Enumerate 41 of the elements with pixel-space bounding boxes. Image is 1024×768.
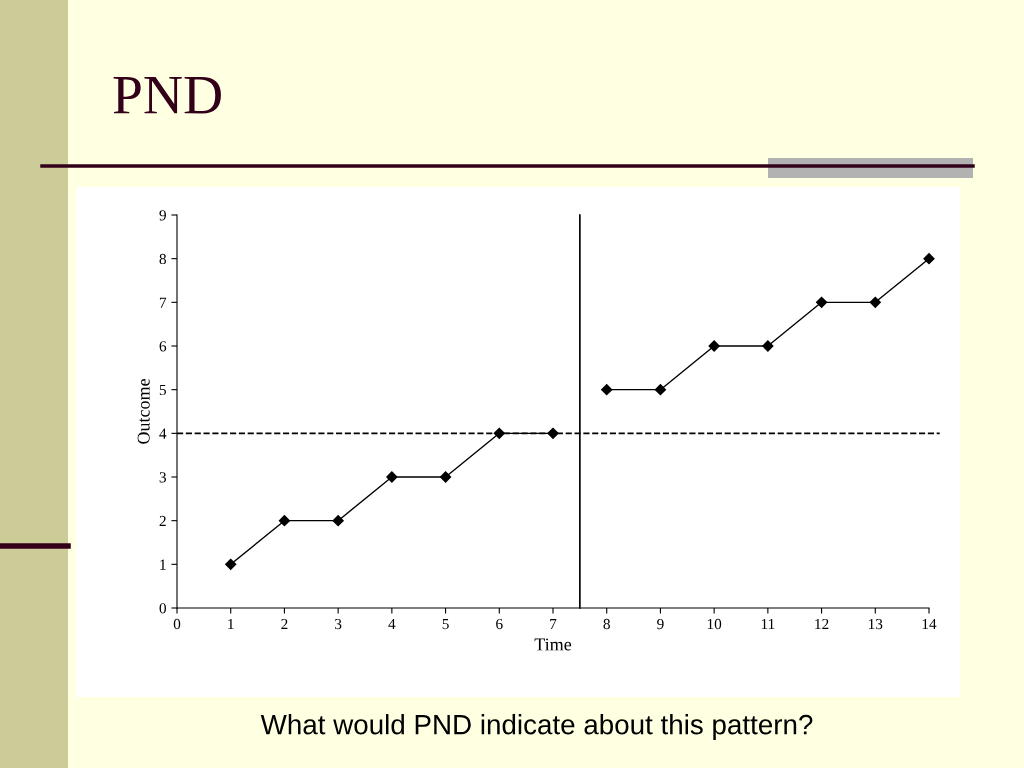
y-tick-label: 8 — [159, 253, 166, 265]
x-tick-label: 2 — [281, 618, 288, 630]
point — [815, 296, 828, 308]
point — [439, 471, 452, 483]
x-tick-label: 1 — [228, 618, 234, 630]
point — [654, 384, 667, 396]
x-tick-label: 5 — [442, 619, 449, 630]
point — [708, 340, 720, 352]
y-tick-label: 2 — [159, 515, 166, 526]
point — [869, 296, 881, 308]
x-tick-label: 4 — [388, 618, 396, 630]
point — [332, 515, 344, 527]
y-tick-label: 6 — [159, 341, 167, 352]
point — [762, 340, 774, 352]
text: What would PND indicate about this pattern? — [260, 714, 813, 740]
x-tick-label: 7 — [550, 619, 557, 630]
x-tick-label: 9 — [657, 618, 664, 630]
x-tick-label: 6 — [496, 618, 503, 630]
x-tick-label: 3 — [335, 618, 342, 630]
x-tick-label: 10 — [707, 618, 722, 630]
point — [601, 384, 613, 396]
y-tick-label: 4 — [159, 428, 167, 439]
y-tick-label: 1 — [160, 559, 166, 570]
x-tick-label: 0 — [173, 618, 181, 630]
y-tick-label: 0 — [159, 603, 166, 614]
y-tick-label: 7 — [159, 297, 167, 308]
y-tick-label: 9 — [159, 210, 166, 221]
y-tick-label: 3 — [159, 472, 166, 483]
point — [923, 253, 935, 265]
x-tick-label: 12 — [815, 618, 829, 630]
point — [278, 515, 291, 527]
chart-title: PND — [113, 76, 221, 114]
point — [386, 471, 398, 483]
x-tick-label: 14 — [922, 618, 937, 630]
y-tick-label: 5 — [159, 384, 166, 396]
x-tick-label: 11 — [761, 618, 775, 630]
x-tick-label: 13 — [868, 618, 883, 630]
y-axis-title: Outcome — [137, 379, 150, 444]
x-tick-label: 8 — [603, 618, 610, 630]
point — [225, 558, 237, 570]
x-axis-title: Time — [534, 638, 572, 651]
